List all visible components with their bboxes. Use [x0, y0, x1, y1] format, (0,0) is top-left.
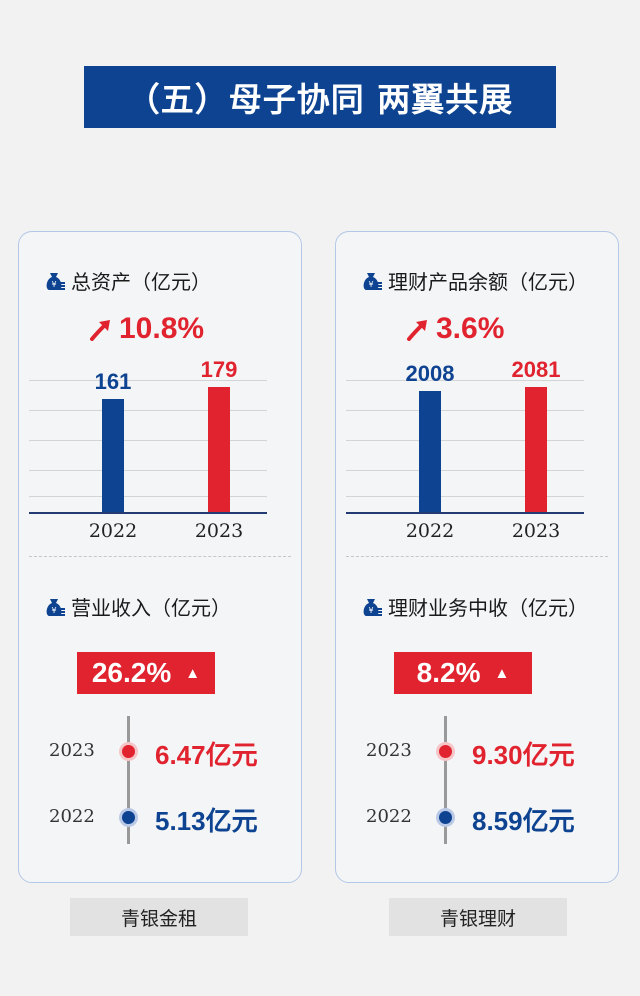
page-title: （五）母子协同 两翼共展	[84, 66, 556, 128]
growth-badge: 8.2% ▲	[394, 652, 532, 694]
section-title-revenue: ¥ 营业收入（亿元）	[43, 592, 231, 621]
timeline-line	[444, 716, 447, 844]
triangle-up-icon: ▲	[185, 664, 201, 682]
chart-gridline	[29, 496, 267, 497]
chart-gridline	[29, 380, 267, 381]
chart-gridline	[346, 440, 584, 441]
timeline-dot-2022	[122, 811, 135, 824]
section-title-text: 总资产（亿元）	[71, 270, 211, 294]
chart-bar-2023	[525, 387, 547, 512]
row-year-2023: 2023	[49, 740, 95, 761]
row-value-2022: 8.59亿元	[472, 806, 575, 836]
money-bag-icon: ¥	[363, 598, 382, 616]
chart-baseline	[346, 512, 584, 514]
chart-tick-label-2022: 2022	[88, 520, 138, 542]
chart-gridline	[29, 470, 267, 471]
chart-gridline	[346, 496, 584, 497]
chart-data-label-2023: 179	[200, 357, 238, 382]
row-value-2022: 5.13亿元	[155, 806, 258, 836]
svg-text:¥: ¥	[51, 606, 56, 615]
chart-gridline	[346, 410, 584, 411]
money-bag-icon: ¥	[363, 272, 382, 290]
row-year-2023: 2023	[366, 740, 412, 761]
svg-text:¥: ¥	[368, 606, 373, 615]
footer-label-licai: 青银理财	[389, 898, 567, 936]
chart-gridline	[346, 470, 584, 471]
triangle-up-icon: ▲	[494, 664, 510, 682]
chart-data-label-2022: 161	[94, 369, 132, 394]
chart-tick-label-2023: 2023	[511, 520, 561, 542]
bar-chart-wealth-balance: 2008 2022 2081 2023	[346, 357, 584, 542]
timeline-line	[127, 716, 130, 844]
money-bag-icon: ¥	[46, 598, 65, 616]
money-bag-icon: ¥	[46, 272, 65, 290]
chart-data-label-2023: 2081	[511, 357, 561, 382]
section-title-text: 营业收入（亿元）	[71, 596, 231, 620]
svg-text:¥: ¥	[51, 280, 56, 289]
badge-value: 26.2%	[91, 657, 172, 688]
chart-gridline	[346, 380, 584, 381]
chart-tick-label-2023: 2023	[194, 520, 244, 542]
chart-bar-2022	[419, 391, 441, 512]
row-year-2022: 2022	[49, 806, 95, 827]
svg-text:¥: ¥	[368, 280, 373, 289]
chart-bar-2023	[208, 387, 230, 512]
chart-bar-2022	[102, 399, 124, 512]
chart-gridline	[29, 440, 267, 441]
growth-value: 3.6%	[436, 312, 505, 345]
growth-value: 10.8%	[119, 312, 205, 345]
timeline-dot-2023	[122, 745, 135, 758]
row-year-2022: 2022	[366, 806, 412, 827]
card-qingyin-licai: ¥ 理财产品余额（亿元） 3.6% 2008 2022 2081 2023 ¥ 理财业…	[335, 231, 619, 883]
growth-indicator: 10.8%	[89, 312, 204, 346]
footer-label-jinzu: 青银金租	[70, 898, 248, 936]
row-value-2023: 6.47亿元	[155, 740, 258, 770]
badge-value: 8.2%	[416, 657, 481, 688]
timeline-dot-2022	[439, 811, 452, 824]
chart-data-label-2022: 2008	[405, 361, 455, 386]
trend-up-arrow-icon	[407, 320, 427, 341]
divider	[29, 556, 291, 557]
card-qingyin-jinzu: ¥ 总资产（亿元） 10.8% 161 2022 179 2023 ¥ 营业收入（亿元…	[18, 231, 302, 883]
chart-baseline	[29, 512, 267, 514]
timeline-dot-2023	[439, 745, 452, 758]
divider	[346, 556, 608, 557]
growth-badge: 26.2% ▲	[77, 652, 215, 694]
bar-chart-total-assets: 161 2022 179 2023	[29, 357, 267, 542]
section-title-text: 理财业务中收（亿元）	[388, 596, 588, 620]
row-value-2023: 9.30亿元	[472, 740, 575, 770]
trend-up-arrow-icon	[90, 320, 110, 341]
growth-indicator: 3.6%	[406, 312, 504, 346]
chart-tick-label-2022: 2022	[405, 520, 455, 542]
section-title-wealth-balance: ¥ 理财产品余额（亿元）	[360, 266, 588, 295]
section-title-text: 理财产品余额（亿元）	[388, 270, 588, 294]
section-title-total-assets: ¥ 总资产（亿元）	[43, 266, 211, 295]
section-title-wealth-income: ¥ 理财业务中收（亿元）	[360, 592, 588, 621]
chart-gridline	[29, 410, 267, 411]
